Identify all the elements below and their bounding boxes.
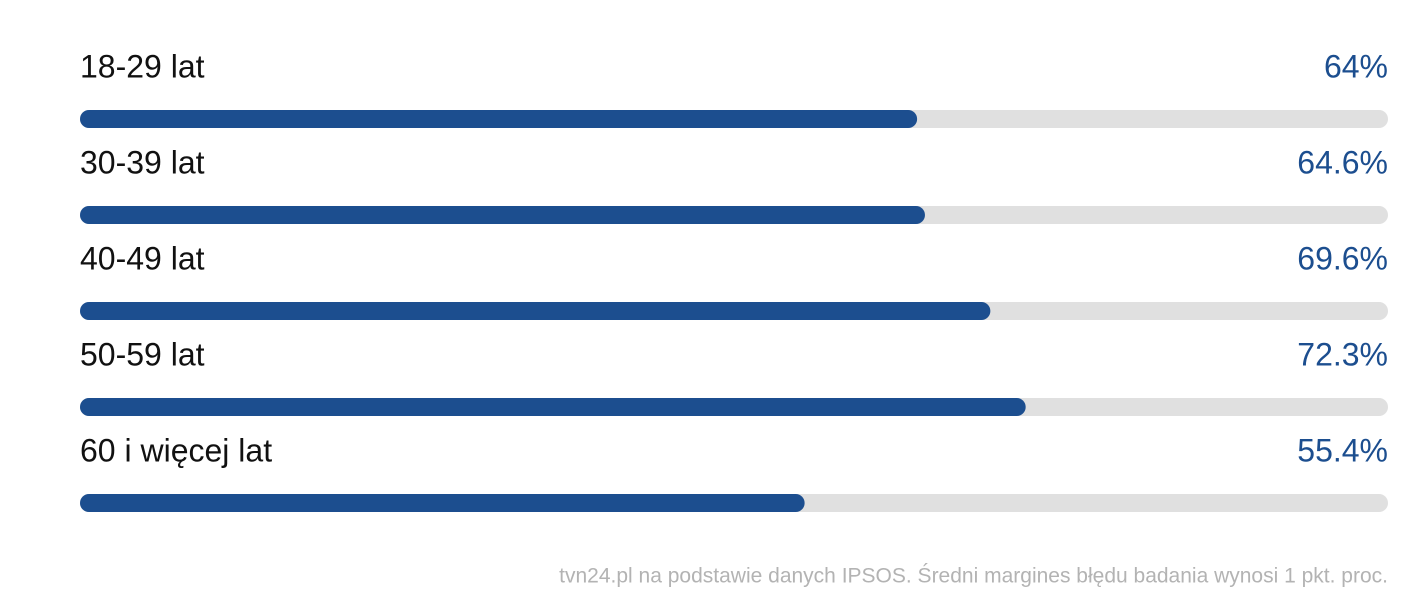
bar (80, 302, 991, 320)
category-label: 50-59 lat (80, 336, 205, 372)
category-label: 18-29 lat (80, 48, 205, 84)
bar (80, 494, 805, 512)
category-label: 30-39 lat (80, 144, 205, 180)
value-label: 72.3% (1297, 336, 1388, 372)
bar (80, 206, 925, 224)
bar (80, 398, 1026, 416)
value-label: 69.6% (1297, 240, 1388, 276)
category-label: 40-49 lat (80, 240, 205, 276)
value-label: 64.6% (1297, 144, 1388, 180)
value-label: 55.4% (1297, 432, 1388, 468)
source-note: tvn24.pl na podstawie danych IPSOS. Śred… (559, 564, 1388, 588)
bar (80, 110, 918, 128)
category-label: 60 i więcej lat (80, 432, 272, 468)
value-label: 64% (1324, 48, 1388, 84)
